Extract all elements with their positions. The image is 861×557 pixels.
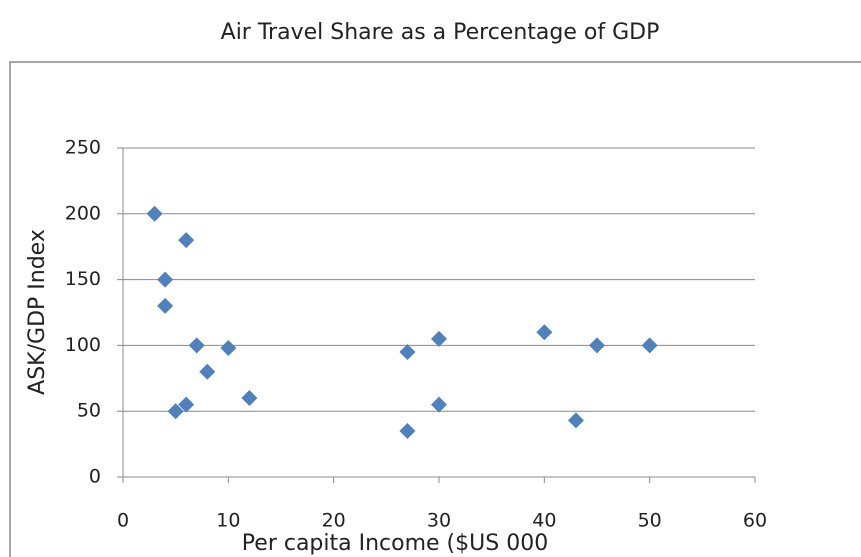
y-tick-label: 200 bbox=[65, 202, 101, 224]
y-tick-label: 250 bbox=[65, 137, 101, 159]
point bbox=[146, 205, 163, 222]
y-axis-label: ASK/GDP Index bbox=[25, 229, 50, 395]
y-tick-label: 0 bbox=[89, 466, 101, 488]
x-tick-label: 60 bbox=[743, 510, 767, 532]
y-tick-label: 150 bbox=[65, 268, 101, 290]
point bbox=[220, 340, 237, 357]
point bbox=[178, 232, 195, 249]
point bbox=[157, 297, 174, 314]
point bbox=[178, 396, 195, 413]
x-tick-label: 20 bbox=[322, 510, 346, 532]
point bbox=[567, 412, 584, 429]
point bbox=[399, 422, 416, 439]
point bbox=[641, 337, 658, 354]
x-tick-label: 10 bbox=[216, 510, 240, 532]
x-tick-label: 50 bbox=[638, 510, 662, 532]
point bbox=[157, 271, 174, 288]
x-tick-label: 0 bbox=[117, 510, 129, 532]
point bbox=[241, 390, 258, 407]
x-tick-label: 30 bbox=[427, 510, 451, 532]
x-axis-label: Per capita Income ($US 000 bbox=[242, 531, 548, 556]
point bbox=[589, 337, 605, 354]
point bbox=[431, 396, 447, 413]
point bbox=[536, 324, 553, 341]
point bbox=[199, 363, 216, 380]
x-tick-label: 40 bbox=[532, 510, 556, 532]
y-tick-label: 50 bbox=[77, 400, 101, 422]
point bbox=[167, 403, 184, 420]
chart-title: Air Travel Share as a Percentage of GDP bbox=[221, 20, 660, 45]
point bbox=[431, 330, 447, 347]
point bbox=[399, 343, 416, 360]
chart-border bbox=[9, 61, 861, 557]
point bbox=[188, 337, 205, 354]
y-tick-label: 100 bbox=[65, 334, 101, 356]
